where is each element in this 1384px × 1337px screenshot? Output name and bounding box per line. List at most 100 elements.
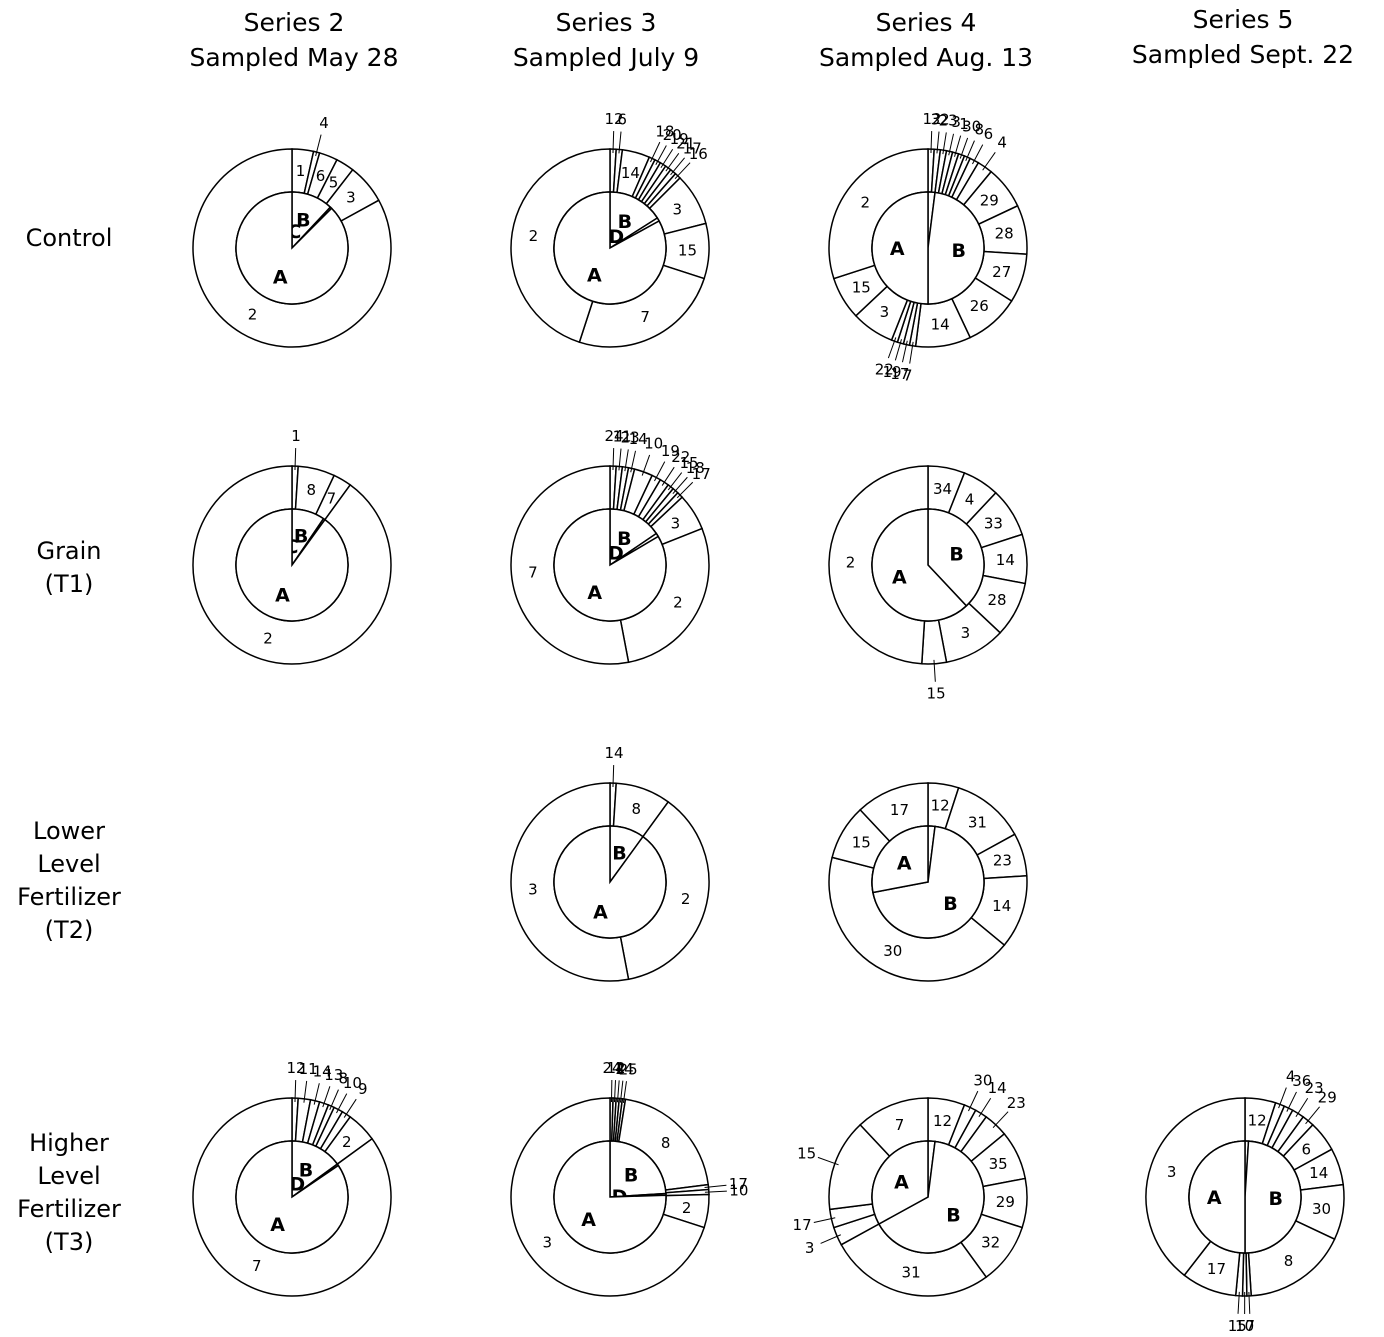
donut-chart-r3-c2: 1235293231730142331715DBA (793, 1071, 1028, 1297)
outer-segment-label: 23 (1007, 1094, 1026, 1112)
outer-segment-label: 10 (729, 1182, 748, 1200)
outer-segment-label: 6 (316, 167, 326, 185)
leader-line (894, 339, 902, 361)
inner-segment-label: B (299, 1160, 313, 1182)
donut-chart-r1-c2: 34 4 33 14 28 3 2 15 B A (828, 465, 1028, 703)
outer-segment-label: 11 (613, 428, 632, 446)
row-header-grain: Grain (T1) (0, 535, 144, 601)
outer-segment-label: 22 (875, 360, 894, 378)
inner-segment-label: A (273, 266, 288, 288)
outer-segment-label: 2 (342, 1133, 352, 1151)
outer-segment-label: 3 (961, 624, 971, 642)
donut-chart-r2-c2: 12312314301517DBA (828, 782, 1028, 982)
outer-segment-label: 12 (931, 796, 950, 814)
inner-segment-a (871, 191, 929, 305)
donut-chart-r2-c1: 8 2 3 14 B A (510, 744, 710, 982)
outer-segment-label: 17 (692, 465, 711, 483)
outer-segment-label: 21 (676, 135, 695, 153)
outer-segment-label: 30 (973, 1071, 992, 1089)
inner-segment-a (871, 1140, 929, 1225)
outer-segment-label: 12 (607, 1059, 626, 1077)
outer-segment-label: 23 (621, 429, 640, 447)
leader-line (667, 472, 683, 491)
outer-segment-label: 19 (670, 130, 689, 148)
outer-segment-label: 15 (678, 241, 697, 259)
inner-segment-b (877, 1140, 985, 1254)
leader-line (1237, 1291, 1240, 1314)
leader-line (1278, 1087, 1287, 1109)
outer-segment-label: 27 (992, 263, 1011, 281)
outer-segment-label: 22 (671, 448, 690, 466)
leader-line (992, 1111, 1009, 1129)
inner-segment-b (609, 508, 658, 567)
outer-segment-label: 4 (319, 114, 329, 132)
inner-segment-label: A (892, 566, 907, 588)
row-header-line: (T2) (44, 916, 94, 944)
leader-line (820, 1234, 841, 1244)
outer-segment-label: 29 (1318, 1089, 1337, 1107)
outer-segment-label: 17 (729, 1175, 748, 1193)
leader-line (942, 132, 947, 155)
inner-segment-b (927, 508, 985, 607)
inner-segment-b (609, 1140, 667, 1198)
outer-segment-label: 10 (1235, 1317, 1254, 1335)
leader-line (622, 1081, 627, 1103)
inner-segment-label: A (581, 1209, 596, 1231)
outer-segment-label: 6 (1301, 1140, 1311, 1158)
inner-segment-label: A (890, 238, 905, 260)
leader-line (930, 131, 933, 154)
inner-segment-a (553, 191, 667, 305)
leader-line (1286, 1091, 1297, 1112)
inner-segment-label: A (587, 265, 602, 287)
outer-segment-label: 12 (1248, 1111, 1267, 1129)
inner-segment-label: B (294, 526, 308, 548)
leader-line (612, 131, 615, 154)
outer-segment-label: 19 (882, 363, 901, 381)
inner-segment-label: A (894, 1171, 909, 1193)
leader-line (704, 1184, 727, 1188)
column-header-series-4: Series 4 Sampled Aug. 13 (776, 5, 1076, 75)
donut-chart-r1-c0: 8721BCA (192, 427, 392, 665)
outer-segment-label: 10 (644, 435, 663, 453)
inner-segment-b (927, 191, 985, 305)
outer-segment-label: 15 (1228, 1317, 1247, 1335)
row-header-lower-fertilizer: Lower Level Fertilizer (T2) (0, 815, 144, 947)
outer-segment-label: 8 (338, 1070, 348, 1088)
leader-line (1305, 1106, 1320, 1125)
row-header-line: Fertilizer (17, 1195, 121, 1223)
leader-line (936, 131, 940, 154)
outer-segment-label: 33 (984, 514, 1003, 532)
leader-line (630, 450, 637, 473)
leader-line (612, 765, 615, 788)
outer-segment-label: 14 (615, 1060, 634, 1078)
inner-segment-label: B (949, 544, 963, 566)
outer-segment-label: 7 (1245, 1317, 1255, 1335)
outer-segment-label: 15 (852, 278, 871, 296)
outer-segment-label: 30 (883, 942, 902, 960)
outer-segment-label: 8 (974, 121, 984, 139)
outer-segment-label: 31 (902, 1264, 921, 1282)
row-header-control: Control (0, 222, 144, 255)
inner-segment-label: A (587, 582, 602, 604)
outer-segment-label: 24 (602, 1059, 621, 1077)
inner-segment-b (609, 191, 659, 250)
outer-segment-label: 14 (1309, 1164, 1328, 1182)
outer-segment-label: 7 (640, 308, 650, 326)
outer-segment-label: 18 (655, 122, 674, 140)
row-header-line: Level (37, 850, 101, 878)
leader-line (901, 340, 908, 363)
outer-segment-label: 35 (989, 1155, 1008, 1173)
row-header-line: Lower (33, 817, 105, 845)
outer-segment-label: 16 (689, 145, 708, 163)
row-header-line: Level (37, 1162, 101, 1190)
inner-segment-label: B (612, 843, 626, 865)
outer-segment-label: 4 (965, 491, 975, 509)
outer-segment-label: 6 (984, 125, 994, 143)
inner-segment-label: B (1269, 1188, 1283, 1210)
outer-segment-label: 17 (1207, 1260, 1226, 1278)
outer-segment-label: 12 (933, 1112, 952, 1130)
inner-segment-a (235, 508, 349, 622)
leader-line (661, 466, 675, 486)
